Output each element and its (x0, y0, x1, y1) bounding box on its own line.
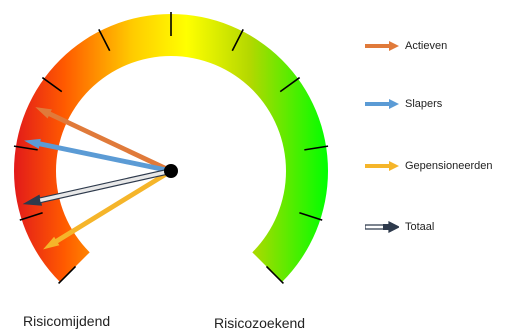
legend-label: Actieven (405, 40, 448, 52)
gauge-tick (58, 265, 77, 284)
gauge-tick (265, 265, 284, 284)
legend-label: Gepensioneerden (405, 160, 493, 172)
gauge-tick (299, 211, 323, 221)
legend-arrow-icon (365, 99, 399, 109)
gauge-tick (279, 76, 301, 93)
gauge-tick (19, 211, 43, 221)
legend-item-actieven: Actieven (365, 36, 447, 56)
gauge-pivot (164, 164, 178, 178)
legend-item-totaal: Totaal (365, 217, 434, 237)
needle-actieven (35, 107, 172, 174)
gauge-tick (304, 145, 329, 151)
legend-label: Totaal (405, 221, 435, 233)
legend-arrow-icon (365, 221, 399, 233)
needle-slapers (24, 138, 172, 174)
legend-arrow-icon (365, 41, 399, 51)
gauge-tick (98, 28, 111, 52)
scale-label-right: Risicozoekend (214, 315, 306, 331)
legend-label: Slapers (405, 98, 443, 110)
gauge-needles (22, 107, 173, 250)
gauge-band (14, 14, 329, 283)
scale-label-left: Risicomijdend (23, 313, 111, 329)
gauge-tick (231, 28, 244, 52)
gauge-tick (41, 76, 63, 93)
risk-gauge (13, 12, 329, 284)
legend-arrow-icon (365, 161, 399, 171)
gauge-ticks (13, 12, 329, 284)
gauge-tick (13, 145, 38, 151)
chart-legend: Actieven Slapers Gepensioneerden Totaal (365, 0, 508, 332)
needle-head-totaal (24, 195, 42, 206)
needle-gepensioneerden (43, 169, 173, 250)
legend-item-gepensioneerden: Gepensioneerden (365, 156, 492, 176)
legend-item-slapers: Slapers (365, 94, 442, 114)
